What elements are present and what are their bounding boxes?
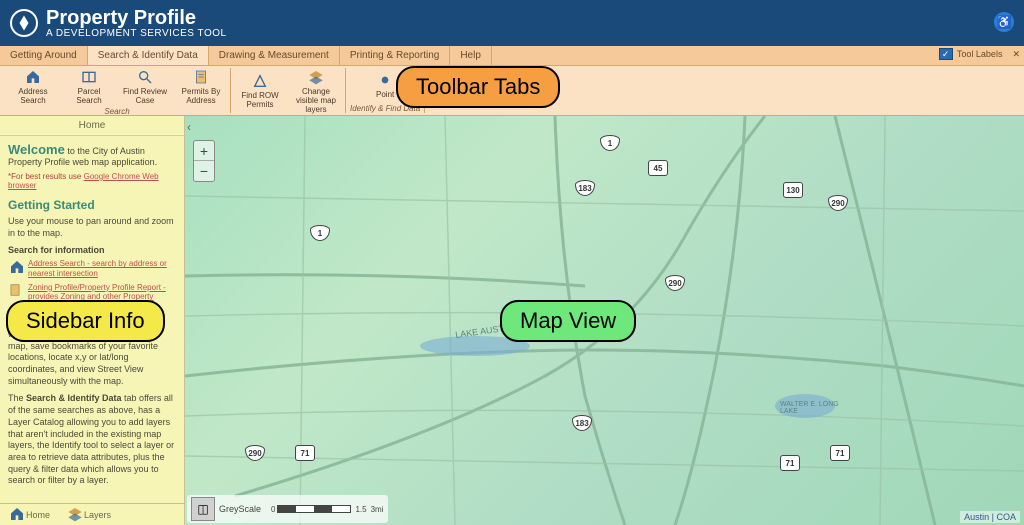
home-icon [8,506,22,524]
tool-label: Find ROW Permits [235,92,285,110]
row-icon [250,72,270,90]
app-header: Property Profile A DEVELOPMENT SERVICES … [0,0,1024,46]
basemap-control[interactable]: ◫ GreyScale 0 1.5 3mi [187,495,388,523]
zoom-out-button[interactable]: − [194,161,214,181]
home-icon [8,259,22,273]
sidebar-tab-label: Home [26,510,50,520]
tool-parcel-search[interactable]: Parcel Search [64,68,114,106]
sidebar-breadcrumb: Home [0,116,184,136]
getting-started-heading: Getting Started [8,198,176,212]
permits-icon [191,68,211,86]
tool-label: Point [376,91,394,100]
route-badge: 130 [783,182,803,198]
tab-getting-around[interactable]: Getting Around [0,46,88,65]
basemap-label: GreyScale [219,504,261,514]
route-badge: 71 [830,445,850,461]
tab-search-identify[interactable]: Search & Identify Data [88,46,209,65]
best-results-note: *For best results use Google Chrome Web … [8,172,176,190]
sidebar-link[interactable]: Address Search - search by address or ne… [8,259,176,278]
tool-label: Permits By Address [176,88,226,106]
basemap-icon: ◫ [191,497,215,521]
tool-label: Change visible map layers [291,88,341,114]
sidebar-bottom-tabs: Home Layers [0,503,184,525]
sidebar-tab-label: Layers [84,510,111,520]
tab-printing[interactable]: Printing & Reporting [340,46,451,65]
point-icon [375,71,395,89]
tool-find-review-case[interactable]: Find Review Case [120,68,170,106]
callout-toolbar-tabs: Toolbar Tabs [396,66,560,108]
scale-bar: 0 1.5 3mi [271,505,383,514]
tool-labels-text: Tool Labels [957,49,1003,59]
tab-help[interactable]: Help [450,46,492,65]
pan-instruction: Use your mouse to pan around and zoom in… [8,216,176,239]
route-badge: 71 [780,455,800,471]
app-subtitle: A DEVELOPMENT SERVICES TOOL [46,28,227,39]
app-logo [10,9,38,37]
route-badge: 71 [295,445,315,461]
sidebar-collapse-icon[interactable]: ‹ [187,120,191,134]
accessibility-icon[interactable]: ♿ [994,12,1014,32]
welcome-heading: Welcome [8,142,65,157]
map-attribution: Austin | COA [960,511,1020,523]
tool-label: Parcel Search [64,88,114,106]
tab-drawing[interactable]: Drawing & Measurement [209,46,340,65]
sidebar-tab-layers[interactable]: Layers [58,504,119,525]
zoom-in-button[interactable]: + [194,141,214,161]
tool-find-row-permits[interactable]: Find ROW Permits [235,68,285,114]
doc-icon [8,283,22,297]
search-info-heading: Search for information [8,245,176,255]
walter-long-lake-label: WALTER E. LONG LAKE [780,401,840,415]
app-title: Property Profile [46,8,227,28]
callout-sidebar-info: Sidebar Info [6,300,165,342]
tool-change-visible-map-layers[interactable]: Change visible map layers [291,68,341,114]
tool-permits-by-address[interactable]: Permits By Address [176,68,226,106]
group-label: Search [104,107,129,116]
tool-group: Find ROW Permits Change visible map layer… [231,68,346,113]
route-badge: 45 [648,160,668,176]
layers-icon [306,68,326,86]
tool-label: Find Review Case [120,88,170,106]
tool-label: Address Search [8,88,58,106]
link-text: Address Search - search by address or ne… [28,259,176,278]
tool-group: Address Search Parcel Search Find Review C… [4,68,231,113]
callout-map-view: Map View [500,300,636,342]
search-identify-para: The Search & Identify Data tab offers al… [8,393,176,487]
layers-icon [66,506,80,524]
close-icon[interactable]: ✕ [1012,49,1020,60]
zoom-control: + − [193,140,215,182]
sidebar-tab-home[interactable]: Home [0,504,58,525]
home-icon [23,68,43,86]
ribbon-tabbar: Getting Around Search & Identify Data Dr… [0,46,1024,66]
tool-labels-toggle[interactable]: ✓ Tool Labels ✕ [939,48,1020,60]
tool-address-search[interactable]: Address Search [8,68,58,106]
review-icon [135,68,155,86]
parcel-icon [79,68,99,86]
header-titles: Property Profile A DEVELOPMENT SERVICES … [46,8,227,39]
